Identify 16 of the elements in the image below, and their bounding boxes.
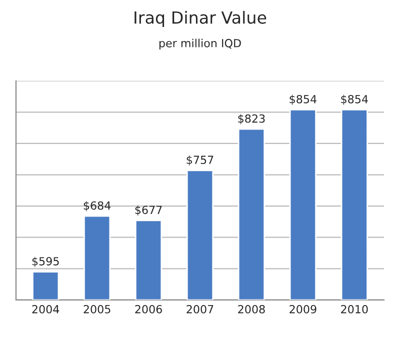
data-label: $854	[341, 94, 368, 105]
x-tick-label: 2010	[341, 304, 368, 314]
data-label: $595	[32, 256, 59, 267]
x-tick-label: 2007	[186, 304, 214, 314]
data-label: $757	[186, 155, 214, 166]
x-tick-label: 2005	[84, 304, 110, 314]
chart-title: Iraq Dinar Value	[134, 10, 266, 28]
x-tick-label: 2009	[290, 304, 316, 314]
chart-subtitle: per million IQD	[159, 38, 241, 50]
data-label: $684	[84, 201, 111, 212]
data-label: $677	[135, 206, 162, 216]
x-tick-label: 2006	[135, 304, 162, 314]
data-label: $854	[290, 94, 316, 105]
data-label: $823	[238, 114, 265, 124]
x-tick-label: 2008	[238, 304, 265, 314]
x-tick-label: 2004	[32, 304, 60, 314]
